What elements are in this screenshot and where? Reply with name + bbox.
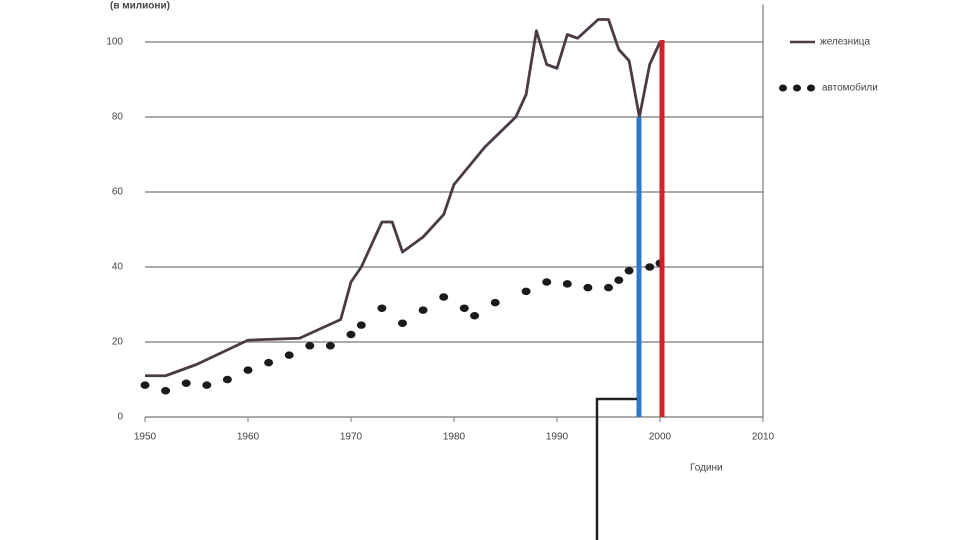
data-dot <box>181 379 191 388</box>
data-dot <box>521 287 531 296</box>
y-tick-label: 100 <box>106 37 123 48</box>
y-tick-label: 60 <box>112 187 124 198</box>
legend-dot <box>793 84 801 92</box>
x-tick-label: 1950 <box>134 432 157 443</box>
data-dot <box>398 319 407 328</box>
data-dot <box>346 330 356 339</box>
x-tick-label: 1960 <box>237 432 260 443</box>
data-dot <box>140 381 150 389</box>
y-tick-label: 40 <box>112 262 124 273</box>
data-dot <box>439 293 449 301</box>
data-dot <box>459 304 469 313</box>
data-dot <box>284 351 294 359</box>
x-tick-label: 2010 <box>752 432 775 443</box>
legend-label: железница <box>820 37 871 48</box>
x-tick-label: 1980 <box>443 432 466 443</box>
plot-area: 0 20 40 60 80 100 1950 1960 1970 1980 1990 2000 2010 <box>106 4 775 443</box>
y-axis-label: (в милиони) <box>110 1 170 12</box>
data-dot <box>542 278 552 286</box>
y-tick-label: 0 <box>117 412 123 423</box>
x-tick-label: 2000 <box>649 432 672 443</box>
data-dot <box>356 321 366 329</box>
legend-label: автомобили <box>822 82 878 94</box>
data-dot <box>202 381 212 389</box>
data-dot <box>418 306 428 314</box>
data-dot <box>264 358 274 367</box>
legend-swatch <box>779 84 815 92</box>
data-dot <box>377 304 387 313</box>
data-dot <box>490 298 500 307</box>
data-dot <box>614 276 624 284</box>
legend-dot <box>807 84 815 92</box>
x-tick-label: 1970 <box>340 432 363 443</box>
x-tick-label: 1990 <box>546 432 569 443</box>
y-tick-label: 80 <box>112 112 124 123</box>
data-dot <box>161 386 171 395</box>
legend-dot <box>779 84 787 92</box>
data-dot <box>243 366 253 374</box>
data-dot <box>583 283 593 292</box>
data-dot <box>222 375 232 384</box>
pointer-line <box>595 397 637 540</box>
data-dot <box>604 283 613 292</box>
series-line <box>145 18 662 378</box>
data-dot <box>624 266 634 275</box>
y-tick-label: 20 <box>112 337 124 348</box>
data-dot <box>305 341 315 350</box>
data-dot <box>562 280 572 288</box>
data-dot <box>470 311 480 320</box>
x-axis-label: Години <box>690 463 723 474</box>
data-dot <box>645 263 655 271</box>
data-dot <box>325 341 335 350</box>
